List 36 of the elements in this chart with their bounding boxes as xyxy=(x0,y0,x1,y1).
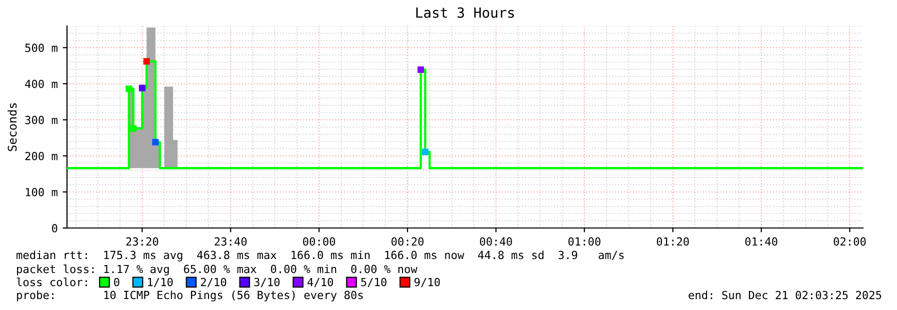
x-tick-label: 00:20 xyxy=(392,237,424,246)
x-tick-label: 23:20 xyxy=(126,237,158,246)
x-tick-label: 01:00 xyxy=(568,237,600,246)
y-tick-label: 500 m xyxy=(25,44,58,52)
legend-label: 4/10 xyxy=(308,278,333,288)
legend-label: 2/10 xyxy=(200,278,226,288)
text: end: Sun Dec 21 02:03:25 2025 xyxy=(688,290,882,300)
legend-title: loss color: xyxy=(16,278,87,286)
chart-title: Last 3 Hours xyxy=(416,7,514,18)
x-tick-label: 00:00 xyxy=(303,237,336,246)
text: median rtt: 175.3 ms avg 463.8 ms max 166.0 ms min 166.0 ms now 44.8 ms sd 3.9 am/s xyxy=(16,250,624,262)
text: probe: 10 ICMP Echo Pings (56 Bytes) every 80s xyxy=(17,290,363,302)
y-tick-label: 300 m xyxy=(25,116,58,124)
x-tick-label: 01:20 xyxy=(656,237,689,246)
y-tick-label: 0 xyxy=(52,224,58,232)
point xyxy=(130,125,137,132)
legend-label: 0 xyxy=(114,278,120,286)
y-tick-label: 100 m xyxy=(26,188,58,196)
point xyxy=(418,66,424,73)
point xyxy=(138,84,146,92)
point xyxy=(152,138,159,146)
legend-label: 1/10 xyxy=(148,278,173,288)
y-tick-label: 200 m xyxy=(25,152,58,160)
text: packet loss: 1.17 % avg 65.00 % max 0.00 % min 0.00 % now xyxy=(17,264,418,276)
x-tick-label: 01:40 xyxy=(745,237,778,246)
point xyxy=(126,86,132,92)
point xyxy=(422,148,428,156)
x-tick-label: 00:40 xyxy=(480,237,512,246)
legend-label: 9/10 xyxy=(414,278,440,288)
x-tick-label: 23:40 xyxy=(214,237,247,246)
x-tick-label: 02:00 xyxy=(834,237,866,246)
y-tick-label: 400 m xyxy=(25,80,58,88)
y-axis-title: Seconds xyxy=(8,103,17,152)
legend-label: 5/10 xyxy=(361,278,386,288)
legend-label: 3/10 xyxy=(254,278,280,288)
point xyxy=(143,58,150,65)
